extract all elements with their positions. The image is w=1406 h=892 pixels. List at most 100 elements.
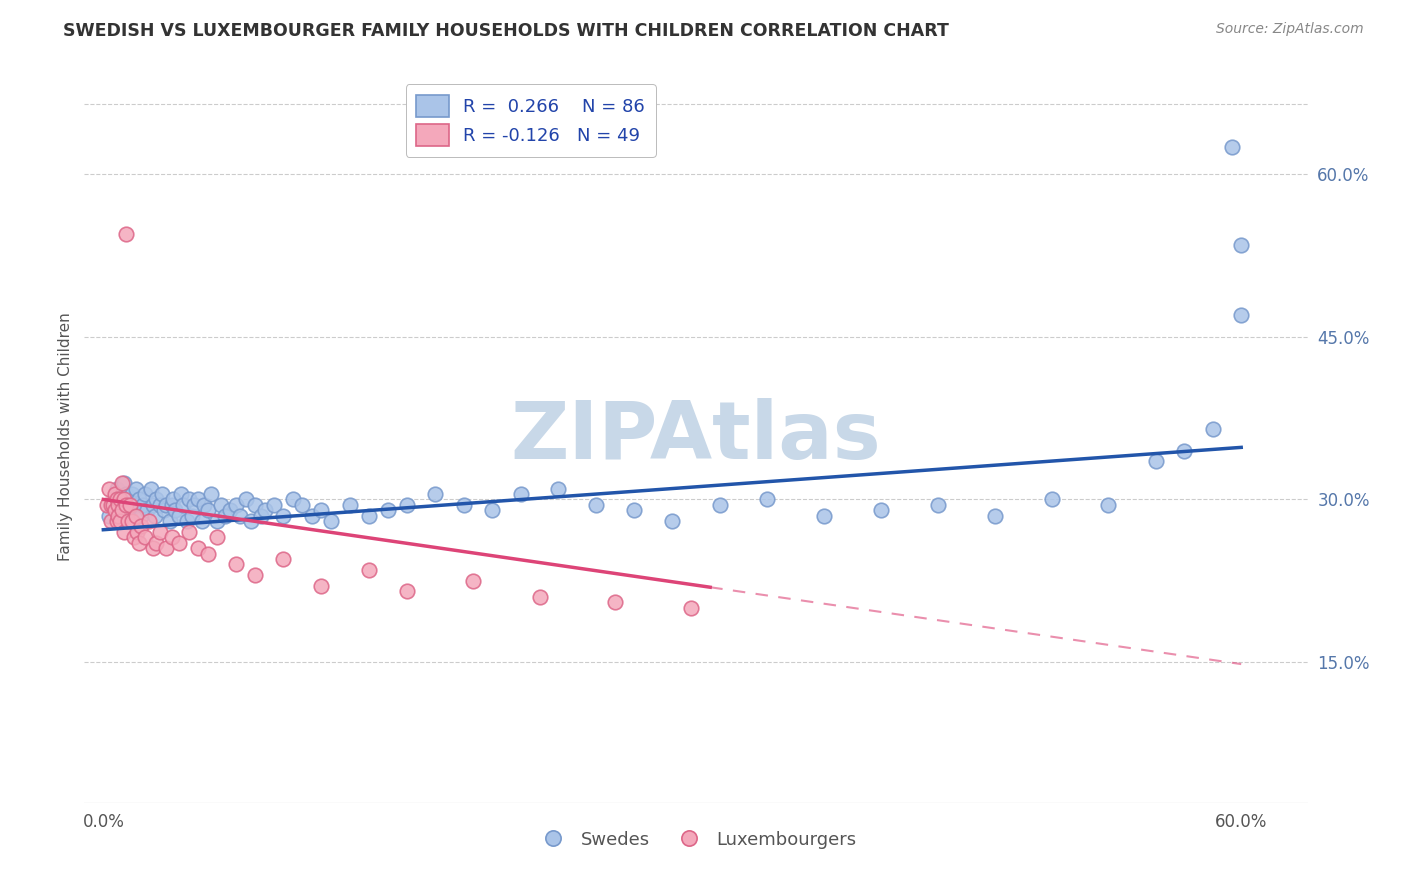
Point — [281, 492, 304, 507]
Point — [813, 508, 835, 523]
Legend: Swedes, Luxembourgers: Swedes, Luxembourgers — [529, 823, 863, 856]
Point — [155, 541, 177, 556]
Point — [98, 482, 121, 496]
Point — [117, 514, 139, 528]
Point — [187, 492, 209, 507]
Point — [155, 498, 177, 512]
Point — [127, 498, 149, 512]
Point — [145, 492, 167, 507]
Point — [112, 476, 135, 491]
Point — [181, 508, 204, 523]
Point — [153, 503, 176, 517]
Point — [585, 498, 607, 512]
Point — [200, 487, 222, 501]
Point — [143, 508, 166, 523]
Point — [301, 508, 323, 523]
Point — [112, 492, 135, 507]
Point — [1230, 308, 1253, 322]
Point — [176, 514, 198, 528]
Point — [138, 514, 160, 528]
Point — [357, 563, 380, 577]
Point — [104, 503, 127, 517]
Point — [100, 514, 122, 528]
Point — [121, 514, 143, 528]
Point — [121, 487, 143, 501]
Point — [547, 482, 569, 496]
Point — [1144, 454, 1167, 468]
Point — [150, 487, 173, 501]
Point — [681, 600, 703, 615]
Point — [110, 514, 132, 528]
Point — [1220, 140, 1243, 154]
Point — [117, 498, 139, 512]
Point — [124, 508, 146, 523]
Point — [225, 498, 247, 512]
Text: SWEDISH VS LUXEMBOURGER FAMILY HOUSEHOLDS WITH CHILDREN CORRELATION CHART: SWEDISH VS LUXEMBOURGER FAMILY HOUSEHOLD… — [63, 22, 949, 40]
Point — [134, 530, 156, 544]
Point — [124, 482, 146, 496]
Point — [132, 498, 155, 512]
Point — [395, 584, 418, 599]
Point — [529, 590, 551, 604]
Point — [983, 508, 1005, 523]
Point — [205, 514, 228, 528]
Point — [243, 568, 266, 582]
Point — [107, 498, 129, 512]
Point — [229, 508, 252, 523]
Point — [481, 503, 503, 517]
Point — [1202, 422, 1225, 436]
Point — [425, 487, 447, 501]
Point — [165, 503, 187, 517]
Point — [273, 552, 295, 566]
Point — [273, 508, 295, 523]
Point — [167, 535, 190, 549]
Point — [219, 503, 242, 517]
Point — [162, 492, 184, 507]
Point — [177, 524, 200, 539]
Point — [205, 530, 228, 544]
Point — [463, 574, 485, 588]
Point — [115, 227, 138, 241]
Point — [191, 514, 214, 528]
Point — [118, 498, 141, 512]
Point — [127, 524, 149, 539]
Point — [129, 519, 152, 533]
Point — [870, 503, 893, 517]
Point — [187, 541, 209, 556]
Point — [104, 487, 127, 501]
Point — [172, 498, 194, 512]
Point — [395, 498, 418, 512]
Point — [927, 498, 949, 512]
Point — [159, 514, 181, 528]
Point — [197, 547, 219, 561]
Point — [209, 498, 232, 512]
Point — [709, 498, 731, 512]
Point — [177, 492, 200, 507]
Point — [1040, 492, 1063, 507]
Point — [377, 503, 399, 517]
Point — [96, 498, 118, 512]
Point — [112, 524, 135, 539]
Point — [605, 595, 627, 609]
Y-axis label: Family Households with Children: Family Households with Children — [58, 313, 73, 561]
Point — [291, 498, 314, 512]
Point — [160, 498, 183, 512]
Point — [167, 508, 190, 523]
Point — [115, 498, 138, 512]
Point — [357, 508, 380, 523]
Point — [129, 508, 152, 523]
Point — [101, 498, 124, 512]
Point — [756, 492, 779, 507]
Point — [136, 503, 159, 517]
Point — [197, 503, 219, 517]
Point — [149, 498, 172, 512]
Point — [145, 535, 167, 549]
Point — [111, 503, 134, 517]
Point — [193, 498, 215, 512]
Point — [453, 498, 475, 512]
Point — [111, 498, 134, 512]
Point — [142, 498, 165, 512]
Point — [110, 492, 132, 507]
Point — [115, 487, 138, 501]
Point — [111, 476, 134, 491]
